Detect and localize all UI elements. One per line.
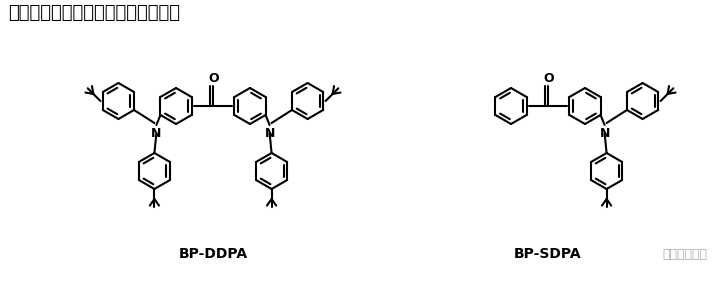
Text: BP-SDPA: BP-SDPA	[514, 247, 582, 261]
Text: 西安齐岳生物: 西安齐岳生物	[662, 248, 708, 260]
Text: 含二苯甲酮的蓝色荧光材料的结构式: 含二苯甲酮的蓝色荧光材料的结构式	[8, 4, 180, 22]
Text: N: N	[264, 127, 274, 140]
Text: N: N	[599, 127, 610, 140]
Text: O: O	[209, 71, 219, 84]
Text: N: N	[151, 127, 162, 140]
Text: BP-DDPA: BP-DDPA	[178, 247, 248, 261]
Text: O: O	[544, 71, 554, 84]
